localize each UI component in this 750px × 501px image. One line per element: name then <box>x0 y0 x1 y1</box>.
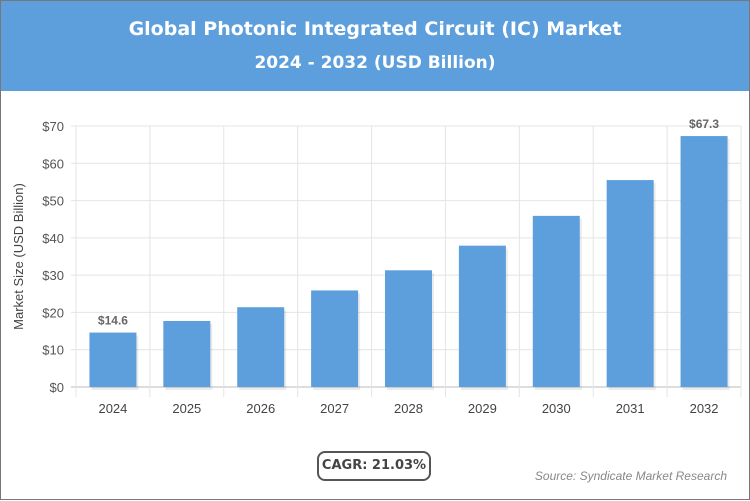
data-label: $67.3 <box>689 117 719 131</box>
bar <box>532 215 580 387</box>
y-tick-label: $60 <box>42 156 64 171</box>
x-tick-label: 2024 <box>98 401 127 416</box>
bar <box>680 136 728 387</box>
bar <box>89 332 137 387</box>
source-note: Source: Syndicate Market Research <box>534 469 727 483</box>
x-tick-label: 2029 <box>468 401 497 416</box>
y-tick-label: $40 <box>42 231 64 246</box>
x-tick-label: 2026 <box>246 401 275 416</box>
y-tick-label: $10 <box>42 343 64 358</box>
y-tick-label: $50 <box>42 194 64 209</box>
x-tick-label: 2031 <box>616 401 645 416</box>
bar <box>237 307 285 387</box>
chart-title: Global Photonic Integrated Circuit (IC) … <box>128 18 622 40</box>
chart-subtitle: 2024 - 2032 (USD Billion) <box>254 53 496 73</box>
y-axis-title: Market Size (USD Billion) <box>11 183 26 330</box>
x-tick-label: 2025 <box>172 401 201 416</box>
y-tick-label: $30 <box>42 268 64 283</box>
bar <box>311 290 359 387</box>
x-tick-label: 2030 <box>542 401 571 416</box>
bar <box>163 321 211 387</box>
bar <box>606 180 654 387</box>
bar <box>458 245 506 387</box>
data-label: $14.6 <box>98 314 128 328</box>
y-tick-label: $20 <box>42 305 64 320</box>
x-tick-label: 2028 <box>394 401 423 416</box>
x-tick-label: 2032 <box>690 401 719 416</box>
cagr-badge: CAGR: 21.03% <box>317 451 431 481</box>
x-tick-label: 2027 <box>320 401 349 416</box>
y-tick-label: $0 <box>50 380 64 395</box>
bar <box>385 270 432 387</box>
chart-header: Global Photonic Integrated Circuit (IC) … <box>1 1 749 91</box>
y-tick-label: $70 <box>42 119 64 134</box>
